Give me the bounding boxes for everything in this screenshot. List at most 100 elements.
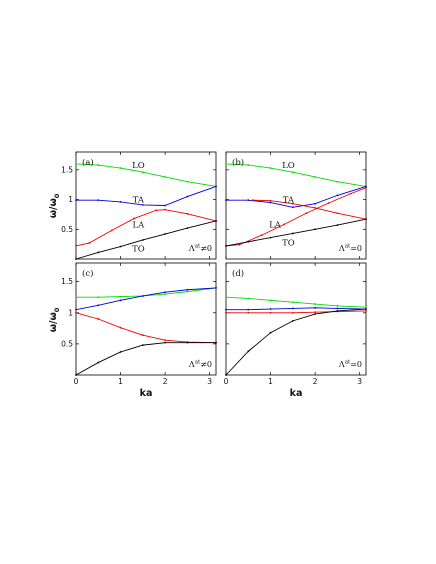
y-tick-label: 1.5 [61,165,73,174]
data-point [141,239,144,241]
series-line-lo [75,163,217,187]
data-point [225,199,227,202]
series-line-la [225,187,367,247]
data-point [186,290,189,293]
data-point [365,218,367,221]
data-point [75,296,77,299]
data-point [269,199,272,202]
data-point [251,199,254,202]
data-point [119,299,122,302]
data-point [291,171,294,174]
y-tick-label: 0.5 [61,225,73,234]
data-point [97,251,100,254]
data-point [291,319,294,322]
data-point [186,212,189,215]
data-point [314,311,317,314]
data-point [97,318,100,320]
data-point [164,233,167,235]
panel-2: 0 1 2 3 0.5 1 1.5 (c) Λat≠0 [61,262,217,386]
data-point [97,164,100,166]
data-point [269,299,272,302]
data-point [291,202,294,205]
data-point [291,206,294,209]
x-tick-label: 1 [268,377,273,386]
x-tick-label: 0 [224,377,229,386]
data-point [365,308,367,310]
series-line-to [75,220,217,260]
data-point [314,206,317,209]
data-point [247,240,250,243]
data-point [291,311,294,314]
data-point [291,307,294,310]
panel-0: 0.5 1 1.5 LO TA LA TO (a) Λat≠0 [61,151,217,260]
data-point [269,167,272,169]
series-line [252,199,367,220]
data-point [75,311,77,314]
data-point [141,334,144,337]
data-point [97,296,100,299]
data-point [215,220,217,222]
data-point [155,209,158,212]
series-line-la [75,209,217,247]
data-point [269,311,272,314]
data-point [164,293,167,296]
data-point [75,199,77,202]
data-point [75,374,77,376]
data-point [365,186,367,189]
series-line [75,312,217,344]
series-line-ta [76,186,217,206]
lambda-annotation: Λat≠0 [188,360,212,370]
x-tick-label: 1 [118,377,123,386]
data-point [141,171,144,174]
data-point [225,374,227,376]
data-point [291,232,294,235]
curve-label: LO [132,161,145,171]
x-axis-label-left: ka [140,388,153,399]
data-point [247,297,250,300]
data-point [336,180,339,183]
data-point [215,286,217,289]
plot-frame [225,151,367,260]
data-point [269,331,272,334]
data-point [186,195,189,198]
x-tick-label: 2 [313,377,318,386]
data-point [119,295,122,298]
data-point [225,162,227,165]
data-point [75,258,77,260]
data-point [75,308,77,311]
data-point [164,208,167,211]
panel-label: (b) [232,157,244,168]
series-line-lo [225,163,367,187]
data-point [314,228,317,231]
curve-label: TA [133,196,145,206]
data-point [75,245,77,247]
data-point [291,301,294,304]
data-point [238,243,241,246]
data-point [336,212,339,215]
curve-label: TA [283,196,295,206]
data-point [119,201,122,203]
data-point [97,304,100,307]
data-point [225,311,227,314]
data-point [133,217,135,220]
data-point [314,176,317,178]
data-point [314,306,317,309]
data-point [75,162,77,165]
y-tick-label: 1 [68,195,73,204]
y-axis-label-top: ω/ω0 [48,193,61,218]
curve-label: LA [132,221,145,231]
panel-label: (a) [82,157,94,168]
data-point [283,223,285,226]
data-point [186,227,189,229]
y-axis-label-bottom: ω/ω0 [48,307,61,332]
data-point [88,242,91,244]
data-point [215,185,217,188]
data-point [186,288,189,291]
data-point [119,326,122,329]
data-point [336,194,339,197]
data-point [119,245,122,248]
series-line-to [225,218,367,247]
curve-label: TO [132,244,145,254]
data-point [327,202,330,205]
series-line [226,307,367,311]
